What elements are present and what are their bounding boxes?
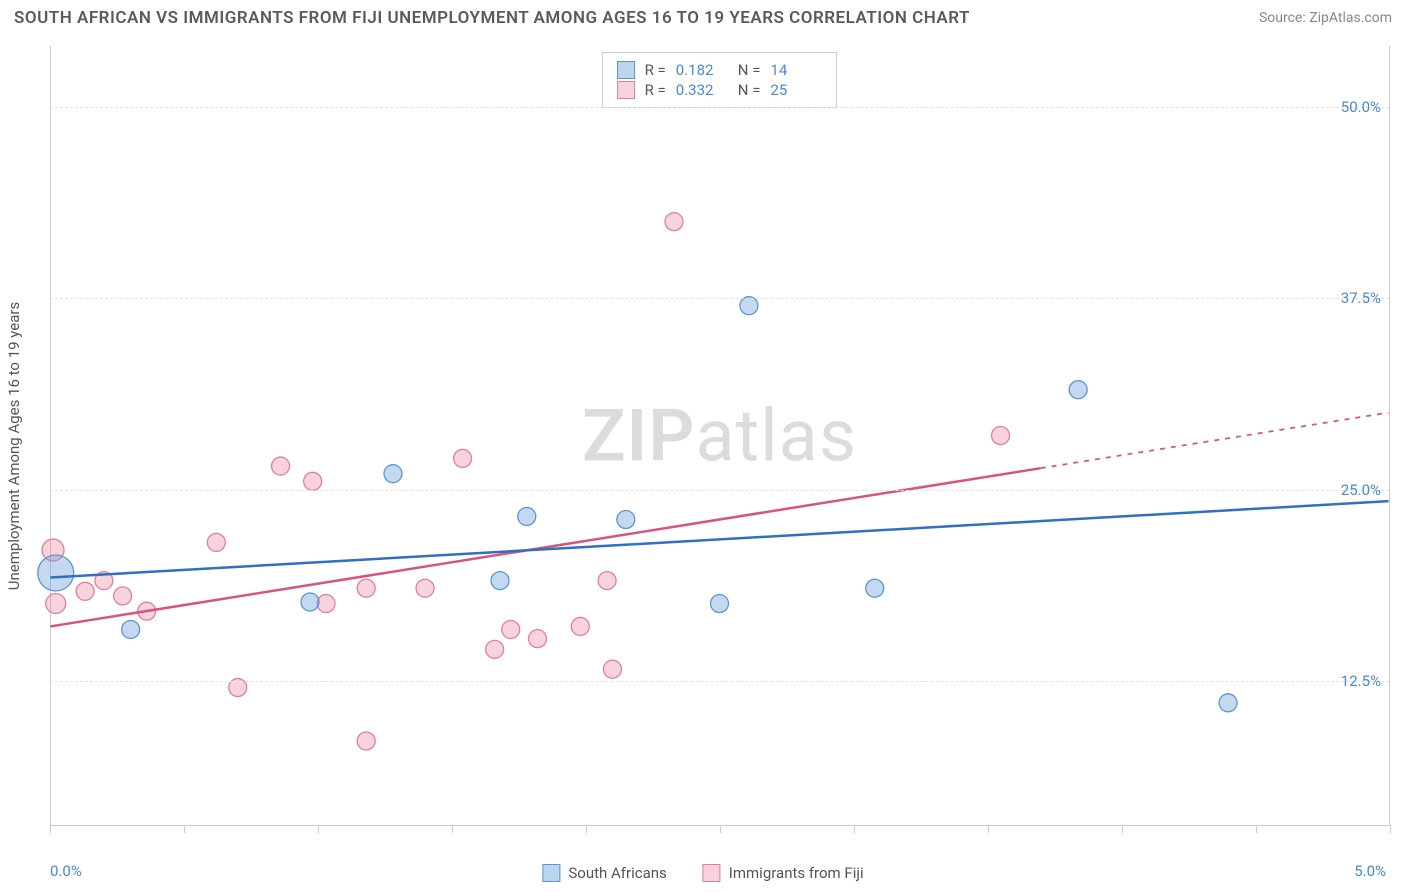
data-point [486, 640, 504, 658]
data-point [1069, 381, 1087, 399]
plot-area: ZIPatlas R = 0.182 N = 14 R = 0.332 N = … [50, 46, 1390, 826]
swatch-pink-icon [617, 81, 635, 99]
gridline [50, 490, 1389, 491]
data-point [272, 457, 290, 475]
data-point [38, 555, 74, 591]
r-label: R = [645, 81, 666, 99]
data-point [502, 620, 520, 638]
data-point [416, 579, 434, 597]
data-point [301, 593, 319, 611]
data-point [114, 587, 132, 605]
swatch-pink-icon [703, 864, 721, 882]
y-axis-label: Unemployment Among Ages 16 to 19 years [5, 302, 23, 590]
data-point [866, 579, 884, 597]
xtick [1390, 825, 1391, 833]
n-label: N = [738, 81, 761, 99]
legend: South Africans Immigrants from Fiji [542, 864, 863, 882]
xtick [50, 825, 51, 833]
data-point [317, 595, 335, 613]
n-value-2: 25 [770, 81, 822, 99]
ytick-label: 12.5% [1341, 672, 1381, 690]
legend-item-series1: South Africans [542, 864, 666, 882]
scatter-svg [50, 46, 1389, 825]
legend-label-1: South Africans [568, 864, 666, 882]
r-label: R = [645, 61, 666, 79]
gridline [50, 107, 1389, 108]
data-point [357, 732, 375, 750]
data-point [571, 617, 589, 635]
x-axis-min-label: 0.0% [50, 862, 82, 880]
data-point [617, 511, 635, 529]
data-point [740, 297, 758, 315]
stats-row-series1: R = 0.182 N = 14 [617, 61, 823, 79]
gridline [50, 681, 1389, 682]
data-point [598, 572, 616, 590]
data-point [46, 594, 66, 614]
legend-item-series2: Immigrants from Fiji [703, 864, 864, 882]
data-point [992, 427, 1010, 445]
x-axis-max-label: 5.0% [1354, 862, 1386, 880]
data-point [518, 507, 536, 525]
legend-label-2: Immigrants from Fiji [729, 864, 864, 882]
fit-line-extrapolated [1041, 413, 1389, 469]
ytick-label: 37.5% [1341, 289, 1381, 307]
data-point [711, 595, 729, 613]
fit-line [50, 468, 1040, 626]
xtick [184, 825, 185, 833]
xtick [586, 825, 587, 833]
swatch-blue-icon [542, 864, 560, 882]
xtick [1256, 825, 1257, 833]
data-point [357, 579, 375, 597]
swatch-blue-icon [617, 61, 635, 79]
gridline [50, 298, 1389, 299]
data-point [529, 630, 547, 648]
xtick [854, 825, 855, 833]
xtick [720, 825, 721, 833]
data-point [304, 472, 322, 490]
r-value-1: 0.182 [676, 61, 728, 79]
data-point [491, 572, 509, 590]
data-point [207, 533, 225, 551]
fit-line [50, 501, 1388, 577]
data-point [76, 582, 94, 600]
data-point [454, 449, 472, 467]
data-point [384, 465, 402, 483]
xtick [452, 825, 453, 833]
xtick [988, 825, 989, 833]
n-value-1: 14 [770, 61, 822, 79]
title-bar: SOUTH AFRICAN VS IMMIGRANTS FROM FIJI UN… [0, 0, 1406, 32]
data-point [1219, 694, 1237, 712]
chart-title: SOUTH AFRICAN VS IMMIGRANTS FROM FIJI UN… [14, 8, 970, 28]
n-label: N = [738, 61, 761, 79]
ytick-label: 25.0% [1341, 481, 1381, 499]
r-value-2: 0.332 [676, 81, 728, 99]
xtick [1122, 825, 1123, 833]
correlation-stats-box: R = 0.182 N = 14 R = 0.332 N = 25 [602, 52, 838, 108]
source-label: Source: ZipAtlas.com [1259, 10, 1392, 26]
ytick-label: 50.0% [1341, 98, 1381, 116]
data-point [603, 660, 621, 678]
stats-row-series2: R = 0.332 N = 25 [617, 81, 823, 99]
data-point [122, 620, 140, 638]
xtick [318, 825, 319, 833]
data-point [665, 213, 683, 231]
